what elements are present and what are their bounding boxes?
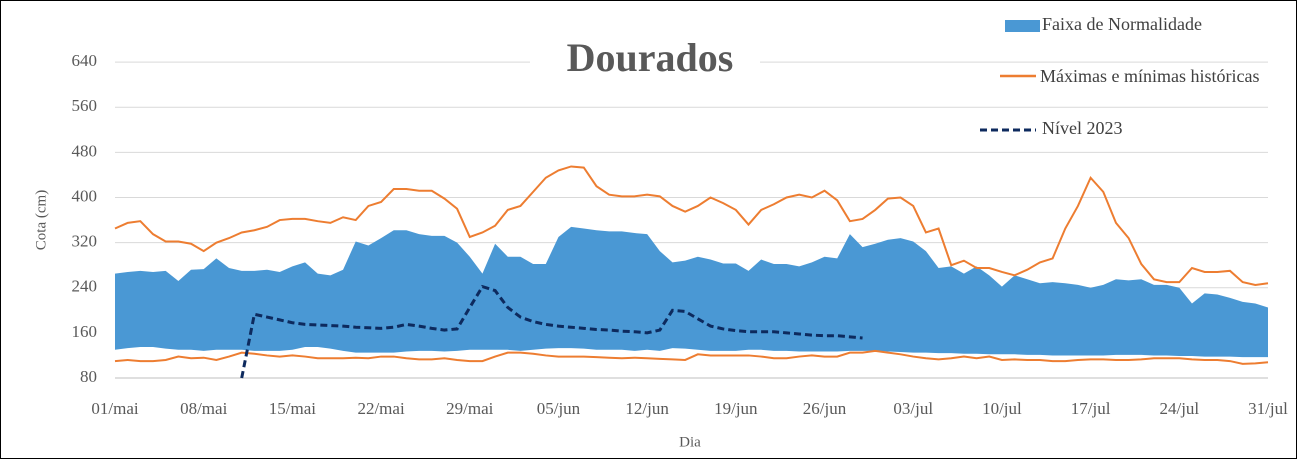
y-tick-label: 320 — [72, 232, 98, 251]
y-tick-label: 640 — [72, 51, 98, 70]
y-tick-label: 400 — [72, 186, 98, 205]
legend-label: Nível 2023 — [1042, 118, 1123, 138]
x-tick-label: 26/jun — [803, 399, 847, 418]
y-tick-label: 480 — [72, 141, 98, 160]
plot — [114, 61, 1269, 379]
y-axis-label: Cota (cm) — [33, 190, 49, 250]
x-tick-label: 31/jul — [1248, 399, 1288, 418]
legend-label-box: Máximas e mínimas históricas — [1040, 66, 1260, 86]
y-tick-label: 160 — [72, 322, 98, 341]
y-tick-label: 80 — [80, 367, 97, 386]
x-tick-label: 01/mai — [91, 399, 138, 418]
x-axis-label: Dia — [679, 434, 701, 450]
y-tick-label: 240 — [72, 277, 98, 296]
chart-title: Dourados — [567, 35, 734, 80]
title-bg — [530, 38, 760, 86]
x-tick-label: 03/jul — [893, 399, 933, 418]
legend-swatch — [1005, 20, 1040, 32]
y-tick-label: 560 — [72, 96, 98, 115]
x-tick-label: 17/jul — [1071, 399, 1111, 418]
legend-label: Faixa de Normalidade — [1042, 14, 1202, 34]
series-line — [114, 349, 1269, 365]
x-tick-label: 05/jun — [537, 399, 581, 418]
x-tick-label: 22/mai — [357, 399, 404, 418]
x-tick-label: 10/jul — [982, 399, 1022, 418]
x-tick-label: 08/mai — [180, 399, 227, 418]
x-tick-label: 15/mai — [269, 399, 316, 418]
x-tick-label: 24/jul — [1159, 399, 1199, 418]
series-line — [240, 284, 863, 379]
series-line — [114, 165, 1269, 286]
x-tick-label: 29/mai — [446, 399, 493, 418]
x-tick-label: 19/jun — [714, 399, 758, 418]
legend-label: Máximas e mínimas históricas — [1040, 66, 1260, 86]
x-tick-label: 12/jun — [625, 399, 669, 418]
